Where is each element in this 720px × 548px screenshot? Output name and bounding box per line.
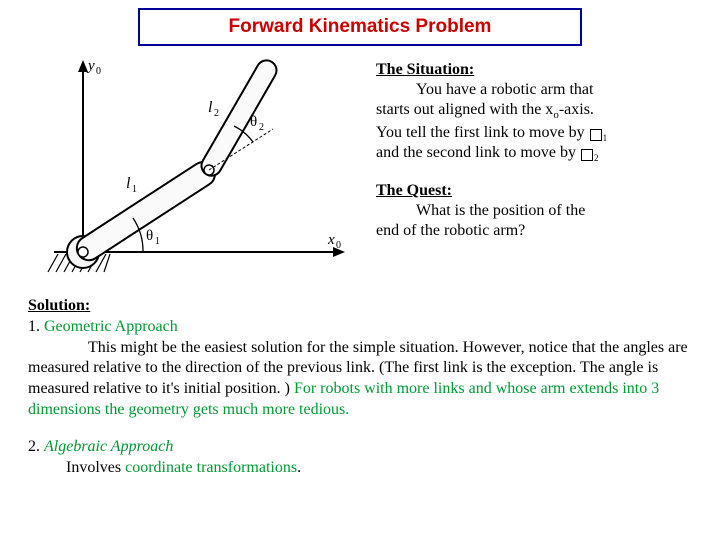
situation-line2: starts out aligned with the xo-axis.	[376, 100, 607, 123]
solution-para1: This might be the easiest solution for t…	[28, 338, 695, 421]
quest-line2: end of the robotic arm?	[376, 221, 607, 241]
quest-heading: The Quest:	[376, 182, 452, 199]
svg-text:l: l	[208, 99, 213, 116]
top-section: y 0 x 0	[0, 50, 720, 282]
situation-line4: and the second link to move by 2	[376, 143, 607, 163]
solution-item2: 2. Algebraic Approach	[28, 437, 695, 458]
svg-text:0: 0	[336, 240, 341, 251]
solution-para2: Involves coordinate transformations.	[28, 458, 695, 479]
svg-text:l: l	[126, 175, 131, 192]
svg-text:1: 1	[132, 184, 137, 195]
situation-line1: You have a robotic arm that	[376, 80, 607, 100]
svg-text:1: 1	[155, 236, 160, 247]
robotic-arm-diagram: y 0 x 0	[28, 52, 368, 282]
situation-line3: You tell the first link to move by 1	[376, 123, 607, 143]
situation-heading: The Situation:	[376, 61, 474, 78]
svg-text:θ: θ	[250, 114, 257, 130]
quest-line1: What is the position of the	[376, 201, 607, 221]
svg-text:2: 2	[259, 122, 264, 133]
svg-text:θ: θ	[146, 228, 153, 244]
situation-quest-text: The Situation: You have a robotic arm th…	[376, 60, 607, 241]
svg-text:x: x	[327, 232, 335, 248]
solution-heading: Solution:	[28, 297, 90, 314]
solution-item1: 1. Geometric Approach	[28, 317, 695, 338]
svg-text:y: y	[86, 58, 95, 74]
svg-text:0: 0	[96, 66, 101, 77]
page-title: Forward Kinematics Problem	[138, 8, 582, 46]
svg-text:2: 2	[214, 108, 219, 119]
solution-section: Solution: 1. Geometric Approach This mig…	[28, 296, 695, 478]
